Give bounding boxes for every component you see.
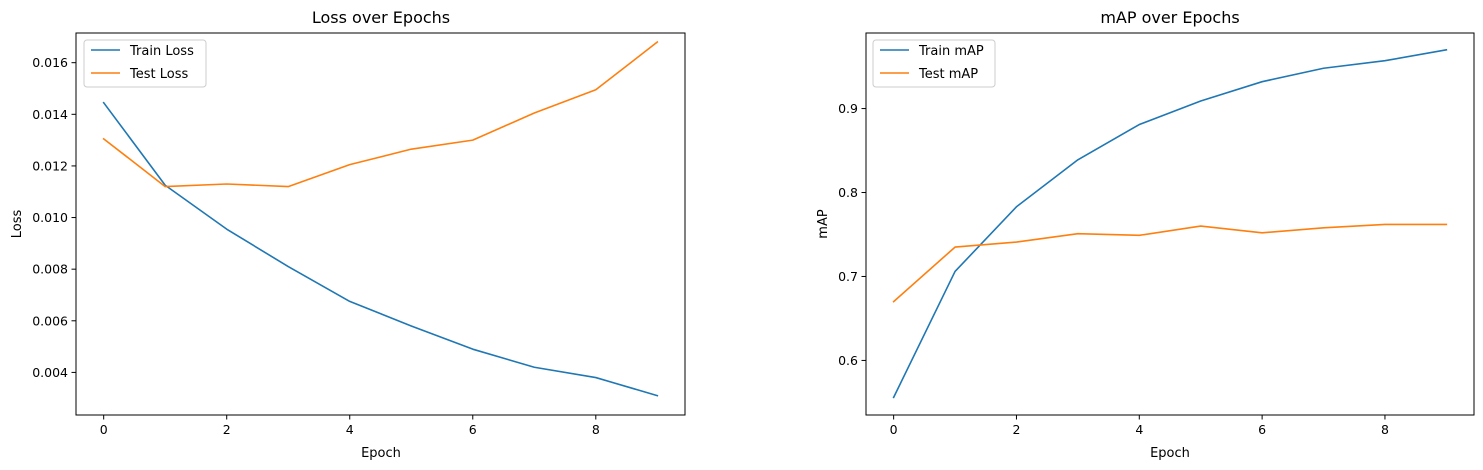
map-x-ticks: 0 2 4 6 8 xyxy=(890,415,1389,437)
legend-label-test-loss: Test Loss xyxy=(129,67,188,82)
map-x-tick-label: 6 xyxy=(1258,422,1266,437)
map-x-axis-label: Epoch xyxy=(1150,446,1190,461)
loss-series-line-train-loss xyxy=(102,101,659,397)
loss-y-axis-label: Loss xyxy=(10,210,25,239)
loss-y-tick-label: 0.016 xyxy=(32,55,68,70)
map-chart-title: mAP over Epochs xyxy=(1100,8,1239,27)
map-plot-area xyxy=(866,33,1474,415)
map-series-line-test-map xyxy=(892,223,1448,303)
legend-label-test-map: Test mAP xyxy=(918,67,978,82)
loss-series-line-test-loss xyxy=(102,40,659,188)
loss-y-tick-label: 0.004 xyxy=(32,365,68,380)
loss-x-tick-label: 4 xyxy=(346,422,354,437)
map-x-tick-label: 4 xyxy=(1135,422,1143,437)
loss-y-tick-label: 0.006 xyxy=(32,313,68,328)
loss-y-tick-label: 0.010 xyxy=(32,210,68,225)
map-x-tick-label: 2 xyxy=(1012,422,1020,437)
map-plot-frame xyxy=(865,32,1475,416)
map-y-axis-label: mAP xyxy=(816,209,831,239)
loss-y-ticks: 0.004 0.006 0.008 0.010 0.012 0.014 0.016 xyxy=(32,55,76,380)
loss-x-tick-label: 0 xyxy=(100,422,108,437)
map-series-lines xyxy=(892,48,1448,399)
loss-plot-area xyxy=(76,33,685,415)
map-x-tick-label: 0 xyxy=(890,422,898,437)
map-legend-box xyxy=(872,39,996,88)
legend-label-train-loss: Train Loss xyxy=(129,44,194,59)
map-legend: Train mAP Test mAP xyxy=(872,39,996,88)
loss-x-tick-label: 6 xyxy=(469,422,477,437)
loss-plot-frame xyxy=(75,32,686,416)
loss-x-ticks: 0 2 4 6 8 xyxy=(100,415,600,437)
loss-chart-title: Loss over Epochs xyxy=(312,8,450,27)
loss-y-tick-label: 0.008 xyxy=(32,262,68,277)
loss-y-tick-label: 0.014 xyxy=(32,107,68,122)
loss-series-lines xyxy=(102,40,659,397)
loss-legend: Train Loss Test Loss xyxy=(83,39,207,88)
map-y-tick-label: 0.8 xyxy=(838,185,858,200)
legend-label-train-map: Train mAP xyxy=(918,44,984,59)
loss-x-axis-label: Epoch xyxy=(361,446,401,461)
loss-x-tick-label: 2 xyxy=(223,422,231,437)
map-y-tick-label: 0.9 xyxy=(838,101,858,116)
loss-y-tick-label: 0.012 xyxy=(32,158,68,173)
map-y-ticks: 0.6 0.7 0.8 0.9 xyxy=(838,101,866,368)
loss-legend-box xyxy=(83,39,207,88)
map-y-tick-label: 0.7 xyxy=(838,269,858,284)
map-series-line-train-map xyxy=(892,48,1448,399)
map-y-tick-label: 0.6 xyxy=(838,353,858,368)
map-x-tick-label: 8 xyxy=(1381,422,1389,437)
loss-x-tick-label: 8 xyxy=(592,422,600,437)
